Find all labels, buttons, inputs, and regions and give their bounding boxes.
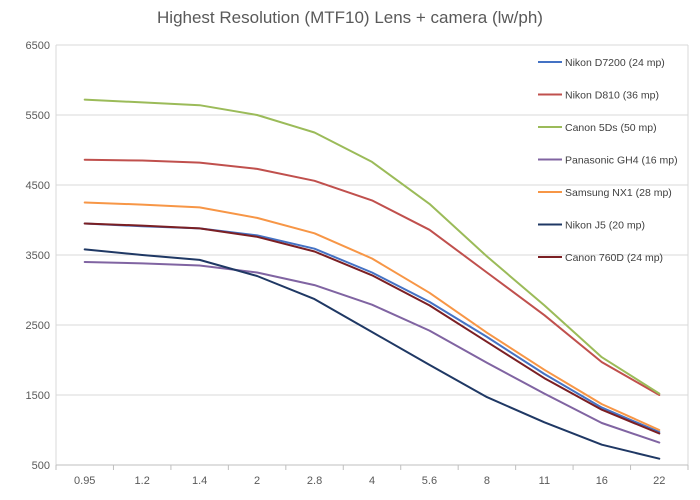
legend-label: Panasonic GH4 (16 mp) <box>565 155 678 167</box>
legend-label: Nikon J5 (20 mp) <box>565 220 645 232</box>
legend-label: Canon 760D (24 mp) <box>565 252 663 264</box>
y-tick-label: 4500 <box>26 180 50 192</box>
x-tick-label: 2 <box>254 475 260 487</box>
series-line-panasonic-gh4-16-mp <box>83 261 661 444</box>
legend-label: Nikon D810 (36 mp) <box>565 90 659 102</box>
x-tick-label: 1.2 <box>135 475 150 487</box>
x-tick-label: 1.4 <box>192 475 207 487</box>
legend-label: Samsung NX1 (28 mp) <box>565 187 672 199</box>
x-tick-label: 5.6 <box>422 475 437 487</box>
series-line-samsung-nx1-28-mp <box>83 201 661 431</box>
y-tick-label: 6500 <box>26 40 50 52</box>
y-tick-label: 500 <box>32 460 50 472</box>
x-tick-label: 0.95 <box>74 475 95 487</box>
legend-label: Canon 5Ds (50 mp) <box>565 122 657 134</box>
series-line-nikon-j5-20-mp <box>83 248 661 460</box>
x-tick-label: 2.8 <box>307 475 322 487</box>
y-tick-label: 1500 <box>26 390 50 402</box>
series-line-nikon-d810-36-mp <box>83 158 661 396</box>
chart-title: Highest Resolution (MTF10) Lens + camera… <box>157 8 543 27</box>
series-line-canon-5ds-50-mp <box>83 98 661 395</box>
legend-label: Nikon D7200 (24 mp) <box>565 57 665 69</box>
x-tick-label: 4 <box>369 475 375 487</box>
series-line-canon-760d-24-mp <box>83 222 661 435</box>
y-tick-label: 3500 <box>26 250 50 262</box>
y-tick-label: 5500 <box>26 110 50 122</box>
x-tick-label: 22 <box>653 475 665 487</box>
y-tick-label: 2500 <box>26 320 50 332</box>
x-tick-label: 16 <box>596 475 608 487</box>
x-tick-label: 8 <box>484 475 490 487</box>
x-tick-label: 11 <box>539 475 550 487</box>
